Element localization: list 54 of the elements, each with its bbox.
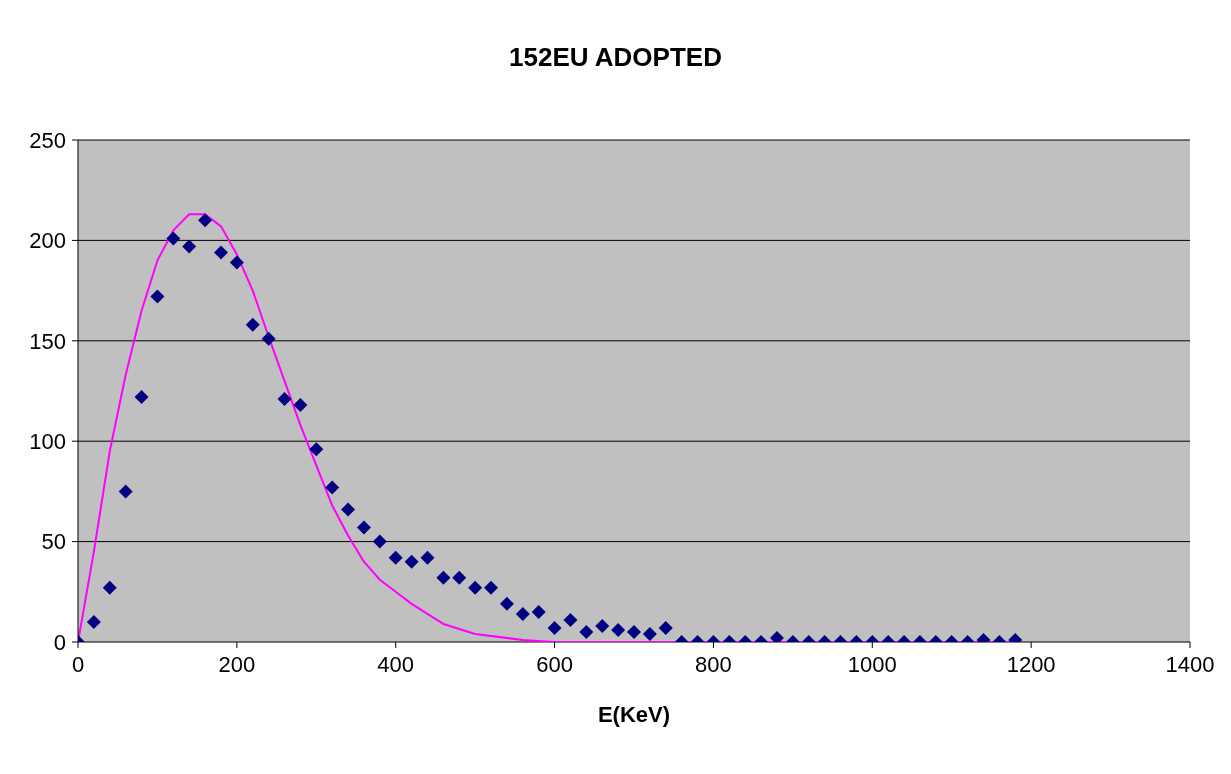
point bbox=[198, 213, 213, 228]
point bbox=[611, 622, 626, 637]
y-tick-label: 250 bbox=[29, 127, 66, 153]
y-tick-label: 150 bbox=[29, 328, 66, 354]
point bbox=[547, 620, 562, 635]
point bbox=[436, 570, 451, 585]
point bbox=[769, 630, 784, 642]
point bbox=[515, 606, 530, 621]
x-tick-label: 1000 bbox=[847, 651, 897, 677]
point bbox=[499, 596, 514, 611]
point bbox=[468, 580, 483, 595]
point bbox=[595, 618, 610, 633]
point bbox=[86, 614, 101, 629]
chart-title: 152EU ADOPTED bbox=[508, 41, 723, 74]
x-tick-label: 600 bbox=[536, 651, 573, 677]
y-tick-label: 200 bbox=[29, 228, 66, 254]
point bbox=[372, 534, 387, 549]
x-tick-label: 1200 bbox=[1006, 651, 1056, 677]
x-tick-label: 800 bbox=[695, 651, 732, 677]
y-tick-label: 50 bbox=[41, 529, 66, 555]
x-axis-title: E(KeV) bbox=[597, 702, 671, 727]
x-tick-label: 0 bbox=[71, 651, 85, 677]
point bbox=[325, 480, 340, 495]
point bbox=[579, 624, 594, 639]
point bbox=[229, 255, 244, 270]
point bbox=[356, 520, 371, 535]
point bbox=[150, 289, 165, 304]
point bbox=[627, 624, 641, 639]
point bbox=[277, 392, 292, 407]
point bbox=[420, 550, 435, 565]
point bbox=[134, 390, 149, 405]
point bbox=[452, 570, 467, 585]
point bbox=[341, 502, 356, 517]
x-tick-label: 200 bbox=[218, 651, 256, 677]
point bbox=[213, 245, 228, 260]
point bbox=[293, 398, 308, 413]
point bbox=[102, 580, 117, 595]
point bbox=[245, 317, 260, 332]
x-tick-label: 400 bbox=[377, 651, 415, 677]
point bbox=[309, 442, 324, 457]
y-tick-label: 0 bbox=[53, 629, 66, 655]
point bbox=[531, 604, 546, 619]
point bbox=[388, 550, 403, 565]
point bbox=[484, 580, 499, 595]
point bbox=[563, 612, 578, 627]
point bbox=[261, 331, 276, 346]
point bbox=[166, 231, 181, 246]
x-tick-label: 1400 bbox=[1165, 651, 1215, 677]
point bbox=[118, 484, 133, 499]
point bbox=[658, 620, 673, 635]
point bbox=[404, 554, 419, 569]
point bbox=[642, 626, 657, 641]
point bbox=[182, 239, 197, 254]
y-tick-label: 100 bbox=[29, 429, 66, 455]
